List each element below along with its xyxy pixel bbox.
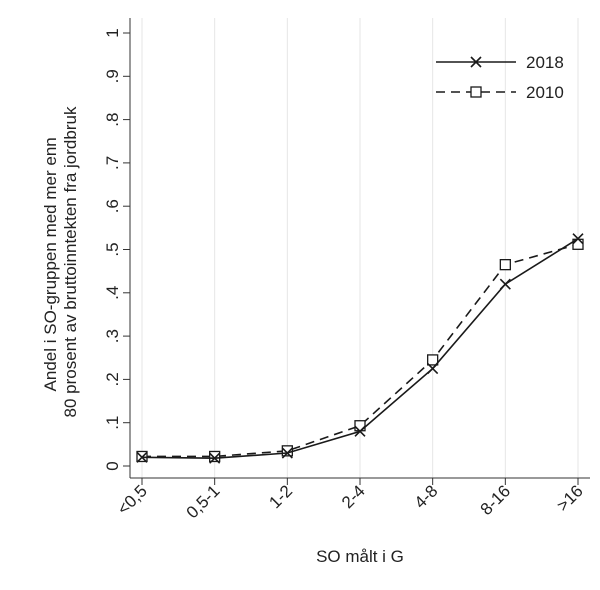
data-point-2018 xyxy=(281,447,293,459)
data-point-2018 xyxy=(572,233,584,245)
x-tick-label: 4-8 xyxy=(411,481,442,512)
legend: 2018 2010 xyxy=(436,53,564,102)
legend-marker-2010 xyxy=(470,86,482,98)
data-point-2018 xyxy=(499,278,511,290)
data-point-2018 xyxy=(354,425,366,437)
x-tick-label: <0,5 xyxy=(114,481,151,518)
y-tick-label: .7 xyxy=(103,156,122,170)
y-tick-label: .2 xyxy=(103,372,122,386)
y-tick-label: .6 xyxy=(103,199,122,213)
y-axis-title: Andel i SO-gruppen med mer enn 80 prosen… xyxy=(41,106,80,417)
y-tick-label: .3 xyxy=(103,329,122,343)
y-tick-label: 1 xyxy=(103,28,122,37)
legend-label-2010: 2010 xyxy=(526,83,564,102)
data-point-2010 xyxy=(427,354,439,366)
y-tick-label: .1 xyxy=(103,416,122,430)
data-point-2010 xyxy=(281,445,293,457)
data-point-2010 xyxy=(499,259,511,271)
legend-label-2018: 2018 xyxy=(526,53,564,72)
x-tick-label: >16 xyxy=(553,481,587,515)
data-point-2018 xyxy=(427,363,439,375)
gridlines xyxy=(141,18,579,478)
legend-marker-2018 xyxy=(470,56,482,68)
x-tick-label: 8-16 xyxy=(477,481,514,518)
y-axis-title-line-1: Andel i SO-gruppen med mer enn xyxy=(41,137,60,391)
axes: 0 .1 .2 .3 .4 .5 .6 .7 .8 .9 1 <0,5 0,5-1 1-2 2-4 4-8 8-… xyxy=(103,18,590,522)
data-point-2018 xyxy=(136,451,148,463)
y-tick-label: .8 xyxy=(103,113,122,127)
y-tick-label: .5 xyxy=(103,242,122,256)
x-tick-label: 1-2 xyxy=(265,481,296,512)
y-tick-label: 0 xyxy=(103,461,122,470)
x-axis-title: SO målt i G xyxy=(316,547,404,566)
data-point-2010 xyxy=(209,450,221,463)
y-tick-label: .4 xyxy=(103,286,122,300)
y-axis-title-line-2: 80 prosent av bruttoinntekten fra jordbr… xyxy=(61,106,80,417)
x-tick-label: 2-4 xyxy=(338,481,369,512)
data-point-2018 xyxy=(209,452,221,464)
x-tick-label: 0,5-1 xyxy=(183,481,224,522)
y-tick-label: .9 xyxy=(103,69,122,83)
series-layer xyxy=(136,233,584,464)
